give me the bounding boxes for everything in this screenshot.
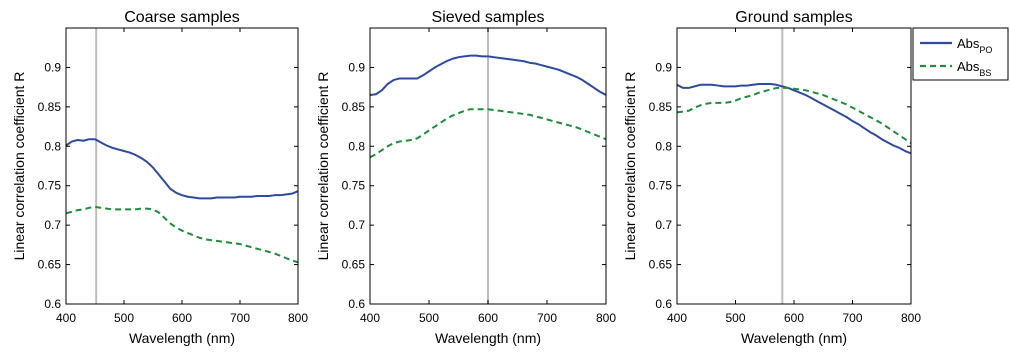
y-tick-label: 0.75 [342,179,366,193]
series-line-abs-po [676,82,912,155]
y-tick-label: 0.85 [342,100,366,114]
x-tick-label: 500 [114,311,134,325]
x-tick-label: 700 [230,311,250,325]
series-line-abs-bs [65,206,299,264]
y-tick-label: 0.6 [655,297,672,311]
x-tick-label: 800 [901,311,921,325]
y-tick-label: 0.75 [38,179,62,193]
y-tick-label: 0.85 [38,100,62,114]
chart-title: Coarse samples [124,9,240,26]
x-tick-label: 400 [56,311,76,325]
legend: AbsPO AbsBS [912,27,1009,81]
y-tick-label: 0.8 [655,139,672,153]
x-axis-label: Wavelength (nm) [435,330,541,346]
series-line-abs-bs [676,86,912,144]
x-tick-label: 400 [360,311,380,325]
x-tick-label: 400 [667,311,687,325]
x-tick-label: 600 [784,311,804,325]
x-tick-label: 600 [172,311,192,325]
x-tick-label: 800 [288,311,308,325]
series-line-abs-bs [369,108,607,159]
y-tick-label: 0.85 [649,100,673,114]
x-tick-label: 800 [596,311,616,325]
y-tick-label: 0.8 [44,139,61,153]
x-axis-label: Wavelength (nm) [741,330,847,346]
y-tick-label: 0.6 [348,297,365,311]
chart-title: Ground samples [735,9,852,26]
series-line-abs-po [369,54,607,97]
y-tick-label: 0.75 [649,179,673,193]
y-tick-label: 0.65 [342,258,366,272]
x-tick-label: 700 [537,311,557,325]
x-tick-label: 600 [478,311,498,325]
y-tick-label: 0.65 [649,258,673,272]
chart-panel-sieved: 400 500 600 700 800 0.6 0.65 0.7 0.75 0.8 0.85 0.9 S… [315,9,616,346]
chart-title: Sieved samples [432,9,545,26]
y-tick-label: 0.8 [348,139,365,153]
y-tick-label: 0.7 [44,218,61,232]
legend-box [912,27,1009,81]
y-tick-label: 0.6 [44,297,61,311]
y-axis-label: Linear correlation coefficient R [315,72,331,261]
y-axis-label: Linear correlation coefficient R [622,72,638,261]
plot-frame [65,27,299,305]
legend-label-bs: AbsBS [957,59,991,78]
y-tick-label: 0.9 [655,60,672,74]
y-tick-label: 0.7 [655,218,672,232]
chart-panel-ground: 400 500 600 700 800 0.6 0.65 0.7 0.75 0.8 0.85 0.9 G… [622,9,921,346]
y-axis-label: Linear correlation coefficient R [11,72,27,261]
series-line-abs-po [65,138,299,200]
x-tick-label: 700 [842,311,862,325]
chart-panel-coarse: 400 500 600 700 800 0.6 0.65 0.7 0.75 0.8 0.85 0.9 C… [11,9,308,346]
x-axis-label: Wavelength (nm) [129,330,235,346]
y-tick-label: 0.9 [44,60,61,74]
plot-frame [676,27,912,305]
y-tick-label: 0.65 [38,258,62,272]
legend-label-po: AbsPO [957,36,992,55]
y-tick-label: 0.9 [348,60,365,74]
x-tick-label: 500 [419,311,439,325]
y-tick-label: 0.7 [348,218,365,232]
x-tick-label: 500 [725,311,745,325]
